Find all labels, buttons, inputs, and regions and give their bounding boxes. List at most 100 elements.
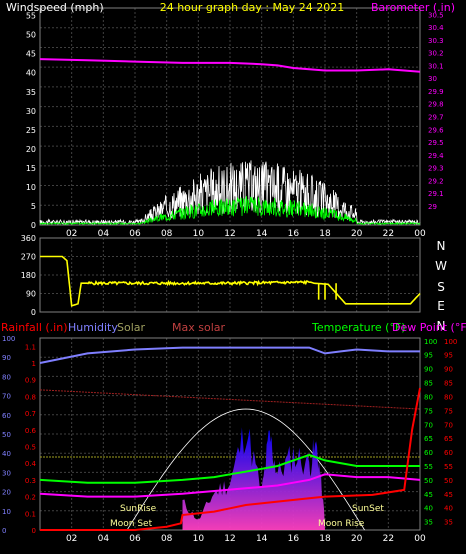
dew-y-tick-95: 95 xyxy=(444,352,453,360)
rainfall-series xyxy=(40,387,421,531)
temp-y-tick-65: 65 xyxy=(424,435,433,443)
solar-x-tick-20: 20 xyxy=(351,534,363,544)
dew-y-tick-65: 65 xyxy=(444,435,453,443)
temp-y-tick-90: 90 xyxy=(424,366,433,374)
dir-y-tick-0: 0 xyxy=(31,308,36,317)
dew-y-tick-45: 45 xyxy=(444,491,453,499)
direction-panel-grid xyxy=(40,238,421,312)
dew-y-tick-75: 75 xyxy=(444,407,453,415)
solar-x-tick-04: 04 xyxy=(98,534,110,544)
humidity-label: Humidity xyxy=(68,321,118,334)
baro-y-tick-30.2: 30.2 xyxy=(428,50,444,58)
solar-label: Solar xyxy=(117,321,146,334)
wind-x-tick-08: 08 xyxy=(161,229,173,239)
temp-y-tick-70: 70 xyxy=(424,421,433,429)
temperature-series xyxy=(39,453,420,484)
baro-y-tick-29.2: 29.2 xyxy=(428,177,444,185)
solar-radiation-area xyxy=(182,427,325,530)
max-solar-label: Max solar xyxy=(172,321,225,334)
wind-gust-series xyxy=(39,160,421,226)
baro-y-tick-29.1: 29.1 xyxy=(428,190,444,198)
compass-e: E xyxy=(437,299,445,313)
dew-point-series xyxy=(39,473,421,498)
wind-y-tick-50: 50 xyxy=(26,31,36,40)
baro-y-tick-30: 30 xyxy=(428,75,437,83)
rain-y-tick-0.8: 0.8 xyxy=(25,393,36,401)
baro-y-tick-29.9: 29.9 xyxy=(428,88,444,96)
wind-panel-series xyxy=(39,58,421,226)
baro-y-tick-30.3: 30.3 xyxy=(428,37,444,45)
temp-y-tick-75: 75 xyxy=(424,407,433,415)
baro-y-tick-29.7: 29.7 xyxy=(428,114,444,122)
rain-y-tick-0.3: 0.3 xyxy=(25,477,36,485)
wind-y-tick-10: 10 xyxy=(26,183,36,192)
temp-y-tick-35: 35 xyxy=(424,519,433,527)
temp-y-tick-60: 60 xyxy=(424,449,433,457)
dir-y-tick-270: 270 xyxy=(21,253,36,262)
solar-panel-axes: 010203040506070809010000.10.20.30.40.50.… xyxy=(2,335,457,544)
dew-y-tick-85: 85 xyxy=(444,380,453,388)
wind-average-series xyxy=(39,195,421,226)
humidity-series xyxy=(39,346,420,364)
dew-y-tick-40: 40 xyxy=(444,505,453,513)
direction-panel-axes: 0 90 180 270 360 xyxy=(21,234,36,317)
dir-y-tick-90: 90 xyxy=(26,290,36,299)
wind-y-tick-35: 35 xyxy=(26,88,36,97)
barometer-label: Barometer (.in) xyxy=(371,1,455,14)
humidity-y-tick-100: 100 xyxy=(2,335,15,343)
rain-y-tick-0.4: 0.4 xyxy=(25,460,37,468)
solar-x-tick-22: 22 xyxy=(383,534,394,544)
dew-y-tick-60: 60 xyxy=(444,449,453,457)
humidity-y-tick-90: 90 xyxy=(2,354,11,362)
windspeed-label: Windspeed (mph) xyxy=(6,1,104,14)
solar-x-tick-00: 00 xyxy=(414,534,426,544)
solar-x-tick-06: 06 xyxy=(129,534,141,544)
dew-y-tick-90: 90 xyxy=(444,366,453,374)
wind-y-tick-15: 15 xyxy=(26,164,36,173)
compass-n-bottom: N xyxy=(437,319,446,333)
baro-y-tick-29.4: 29.4 xyxy=(428,152,444,160)
barometer-series xyxy=(39,58,421,73)
humidity-y-tick-30: 30 xyxy=(2,469,11,477)
wind-y-tick-45: 45 xyxy=(26,50,36,59)
baro-y-tick-30.5: 30.5 xyxy=(428,11,444,19)
baro-y-tick-30.1: 30.1 xyxy=(428,62,444,70)
moonrise-label: Moon Rise xyxy=(318,519,365,529)
temp-y-tick-55: 55 xyxy=(424,463,433,471)
wind-y-tick-20: 20 xyxy=(26,145,36,154)
solar-x-tick-18: 18 xyxy=(319,534,331,544)
rain-y-tick-0.9: 0.9 xyxy=(25,377,36,385)
temp-y-tick-80: 80 xyxy=(424,393,433,401)
rain-y-tick-0.1: 0.1 xyxy=(25,510,36,518)
rain-y-tick-0.2: 0.2 xyxy=(25,494,36,502)
temp-y-tick-85: 85 xyxy=(424,380,433,388)
humidity-y-tick-40: 40 xyxy=(2,450,11,458)
humidity-y-tick-60: 60 xyxy=(2,412,11,420)
solar-x-tick-08: 08 xyxy=(161,534,173,544)
wind-x-tick-10: 10 xyxy=(193,229,205,239)
humidity-y-tick-20: 20 xyxy=(2,489,11,497)
baro-y-tick-29.3: 29.3 xyxy=(428,165,444,173)
dew-y-tick-55: 55 xyxy=(444,463,453,471)
direction-panel-series xyxy=(40,255,421,307)
dew-y-tick-80: 80 xyxy=(444,393,453,401)
dew-y-tick-70: 70 xyxy=(444,421,453,429)
wind-x-tick-16: 16 xyxy=(288,229,300,239)
wind-y-tick-40: 40 xyxy=(26,69,36,78)
temp-y-tick-45: 45 xyxy=(424,491,433,499)
wind-x-tick-14: 14 xyxy=(256,229,268,239)
solar-x-tick-16: 16 xyxy=(288,534,300,544)
solar-x-tick-10: 10 xyxy=(193,534,205,544)
humidity-y-tick-80: 80 xyxy=(2,373,11,381)
wind-y-tick-0: 0 xyxy=(31,221,36,230)
sunrise-label: SunRise xyxy=(120,504,157,514)
dir-y-tick-180: 180 xyxy=(21,271,36,280)
humidity-y-tick-10: 10 xyxy=(2,508,11,516)
wind-x-tick-04: 04 xyxy=(98,229,110,239)
graph-title: 24 hour graph day : May 24 2021 xyxy=(160,1,345,14)
temp-y-tick-95: 95 xyxy=(424,352,433,360)
rain-y-tick-0.7: 0.7 xyxy=(25,410,36,418)
rain-y-tick-1: 1 xyxy=(32,360,36,368)
moonset-label: Moon Set xyxy=(110,519,153,529)
